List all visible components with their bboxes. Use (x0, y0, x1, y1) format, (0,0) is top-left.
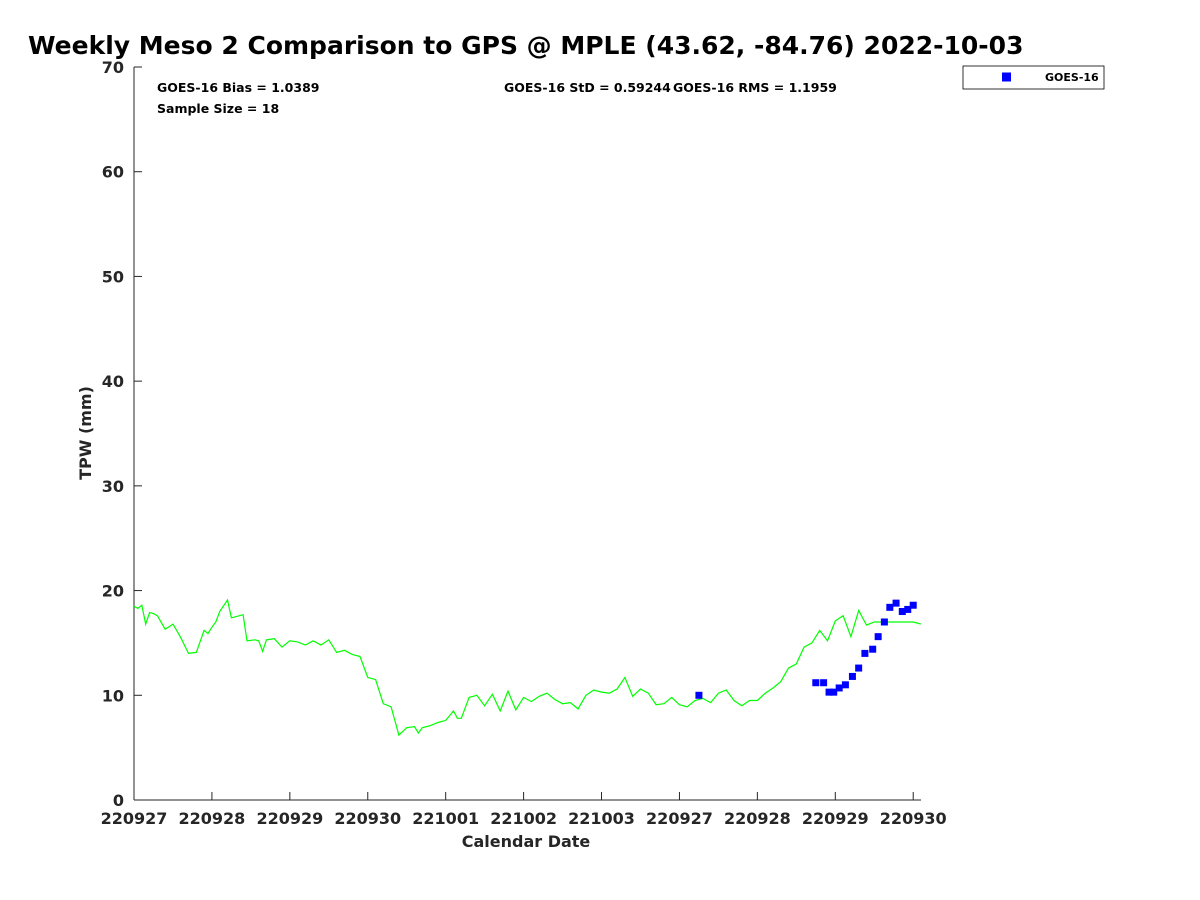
goes16-point (820, 679, 828, 687)
y-tick-label: 50 (102, 267, 124, 286)
goes16-point (909, 601, 917, 609)
y-tick-label: 20 (102, 582, 124, 601)
chart-title: Weekly Meso 2 Comparison to GPS @ MPLE (… (28, 31, 1023, 60)
x-tick-label: 220927 (101, 809, 168, 828)
y-axis-label: TPW (mm) (76, 386, 95, 480)
goes16-point (892, 599, 900, 607)
stat-bias: GOES-16 Bias = 1.0389 (157, 80, 319, 95)
x-tick-label: 220928 (724, 809, 791, 828)
x-tick-label: 221001 (412, 809, 479, 828)
legend: GOES-16 (962, 65, 1105, 90)
x-tick-label: 220929 (802, 809, 869, 828)
y-tick-label: 70 (102, 58, 124, 77)
x-tick-label: 220929 (256, 809, 323, 828)
legend-box (962, 65, 1105, 90)
goes16-point (835, 684, 843, 692)
y-tick-label: 0 (113, 791, 124, 810)
y-tick-label: 10 (102, 686, 124, 705)
goes16-point (904, 605, 912, 613)
legend-marker-goes16 (1002, 72, 1011, 82)
goes16-point (880, 618, 888, 626)
goes16-point (812, 679, 820, 687)
stat-rms: GOES-16 RMS = 1.1959 (673, 80, 837, 95)
gps-tpw-line (133, 598, 922, 737)
x-tick-label: 220930 (334, 809, 401, 828)
y-tick-label: 30 (102, 477, 124, 496)
goes16-point (841, 681, 849, 689)
goes16-point (861, 649, 869, 657)
legend-label-goes16: GOES-16 (1045, 71, 1099, 84)
goes16-point (830, 688, 838, 696)
goes16-point (848, 672, 856, 680)
goes16-point (869, 645, 877, 653)
x-tick-label: 220928 (179, 809, 246, 828)
x-axis-label: Calendar Date (462, 832, 591, 851)
stat-sample-size: Sample Size = 18 (157, 101, 279, 116)
plot-area: 0 10 20 30 40 50 60 70 220927 220928 220929 220930 2… (101, 58, 947, 828)
x-tick-label: 220927 (646, 809, 713, 828)
y-tick-label: 40 (102, 372, 124, 391)
goes16-point (874, 633, 882, 641)
goes16-point (825, 688, 833, 696)
x-tick-label: 220930 (880, 809, 947, 828)
y-tick-label: 60 (102, 163, 124, 182)
goes16-point (898, 608, 906, 616)
goes16-point (855, 664, 863, 672)
x-tick-label: 221002 (490, 809, 557, 828)
goes16-point (886, 603, 894, 611)
x-tick-label: 221003 (568, 809, 635, 828)
stat-std: GOES-16 StD = 0.59244 (504, 80, 671, 95)
goes16-point (695, 691, 703, 699)
